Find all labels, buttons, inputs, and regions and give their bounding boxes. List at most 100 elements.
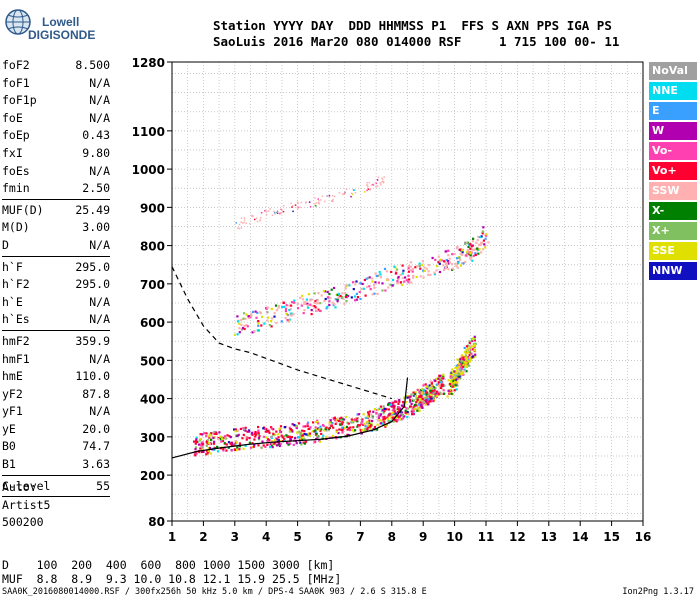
echo-point: [347, 294, 350, 298]
echo-point: [465, 349, 469, 352]
echo-point: [299, 435, 302, 438]
echo-point: [453, 252, 456, 256]
echo-point: [323, 429, 326, 432]
echo-point: [431, 390, 434, 393]
echo-point: [384, 425, 387, 428]
echo-point: [289, 428, 292, 431]
echo-point: [301, 298, 305, 301]
echo-point: [455, 366, 458, 369]
echo-point: [391, 284, 394, 287]
echo-point: [474, 355, 477, 358]
echo-point: [361, 418, 364, 421]
echo-point: [280, 208, 282, 211]
echo-point: [260, 324, 263, 327]
echo-point: [439, 377, 442, 380]
echo-point: [299, 206, 301, 208]
echo-point: [353, 189, 355, 191]
echo-point: [237, 227, 239, 229]
echo-point: [412, 276, 415, 279]
echo-point: [418, 410, 421, 413]
echo-point: [451, 368, 454, 371]
echo-point: [289, 442, 292, 445]
echo-point: [412, 394, 415, 397]
echo-point: [387, 408, 390, 411]
echo-point: [473, 348, 476, 351]
echo-point: [461, 371, 464, 374]
echo-point: [245, 313, 248, 316]
echo-point: [409, 398, 412, 402]
echo-point: [252, 214, 254, 217]
x-tick-label: 12: [509, 530, 526, 544]
echo-point: [419, 391, 422, 394]
echo-point: [379, 276, 383, 279]
echo-point: [309, 206, 312, 208]
echo-point: [297, 208, 299, 210]
parameter-row: fmin 2.50: [2, 180, 110, 198]
echo-point: [216, 450, 220, 453]
echo-point: [409, 405, 412, 408]
echo-point: [291, 423, 294, 426]
echo-point: [274, 211, 276, 214]
echo-point: [354, 299, 357, 302]
echo-point: [467, 251, 470, 254]
x-tick-label: 14: [572, 530, 589, 544]
echo-point: [352, 426, 355, 429]
echo-point: [303, 432, 306, 436]
echo-point: [435, 390, 439, 393]
echo-point: [338, 428, 341, 431]
echo-point: [313, 441, 316, 444]
echo-point: [235, 222, 237, 224]
echo-point: [451, 389, 454, 393]
echo-point: [337, 419, 340, 422]
echo-point: [412, 411, 415, 414]
echo-point: [276, 211, 278, 214]
echo-point: [424, 400, 428, 403]
echo-point: [459, 258, 462, 261]
echo-point: [410, 410, 413, 413]
echo-point: [295, 442, 298, 445]
echo-layer: [193, 176, 490, 457]
echo-point: [380, 184, 382, 186]
echo-point: [443, 392, 446, 395]
echo-point: [377, 416, 381, 419]
echo-point: [335, 421, 338, 424]
echo-point: [290, 436, 293, 439]
echo-point: [317, 201, 320, 204]
echo-point: [387, 278, 390, 282]
echo-point: [346, 428, 349, 431]
echo-point: [316, 299, 319, 302]
echo-point: [366, 416, 369, 419]
echo-point: [341, 418, 344, 421]
echo-point: [401, 413, 404, 417]
echo-point: [406, 396, 409, 399]
parameter-label: hmF2: [2, 333, 30, 348]
echo-point: [425, 396, 428, 399]
echo-point: [371, 293, 374, 296]
echo-point: [416, 398, 419, 402]
echo-point: [471, 240, 474, 243]
echo-point: [293, 423, 296, 427]
echo-point: [317, 292, 320, 295]
echo-point: [215, 432, 218, 435]
echo-point: [419, 403, 422, 406]
legend-item: W: [649, 122, 697, 140]
echo-point: [368, 427, 371, 430]
echo-point: [277, 439, 280, 442]
echo-point: [301, 429, 304, 432]
echo-point: [225, 449, 228, 452]
echo-point: [434, 394, 437, 397]
echo-point: [210, 438, 213, 441]
echo-point: [339, 423, 342, 426]
echo-point: [442, 389, 445, 392]
echo-point: [372, 410, 375, 413]
y-tick-label: 300: [140, 431, 165, 445]
echo-point: [350, 192, 353, 195]
echo-point: [358, 290, 361, 294]
echo-point: [424, 398, 428, 402]
echo-point: [205, 435, 208, 438]
echo-point: [413, 399, 416, 402]
echo-point: [302, 441, 305, 444]
echo-point: [285, 312, 288, 315]
echo-point: [292, 210, 294, 213]
echo-point: [325, 426, 328, 429]
